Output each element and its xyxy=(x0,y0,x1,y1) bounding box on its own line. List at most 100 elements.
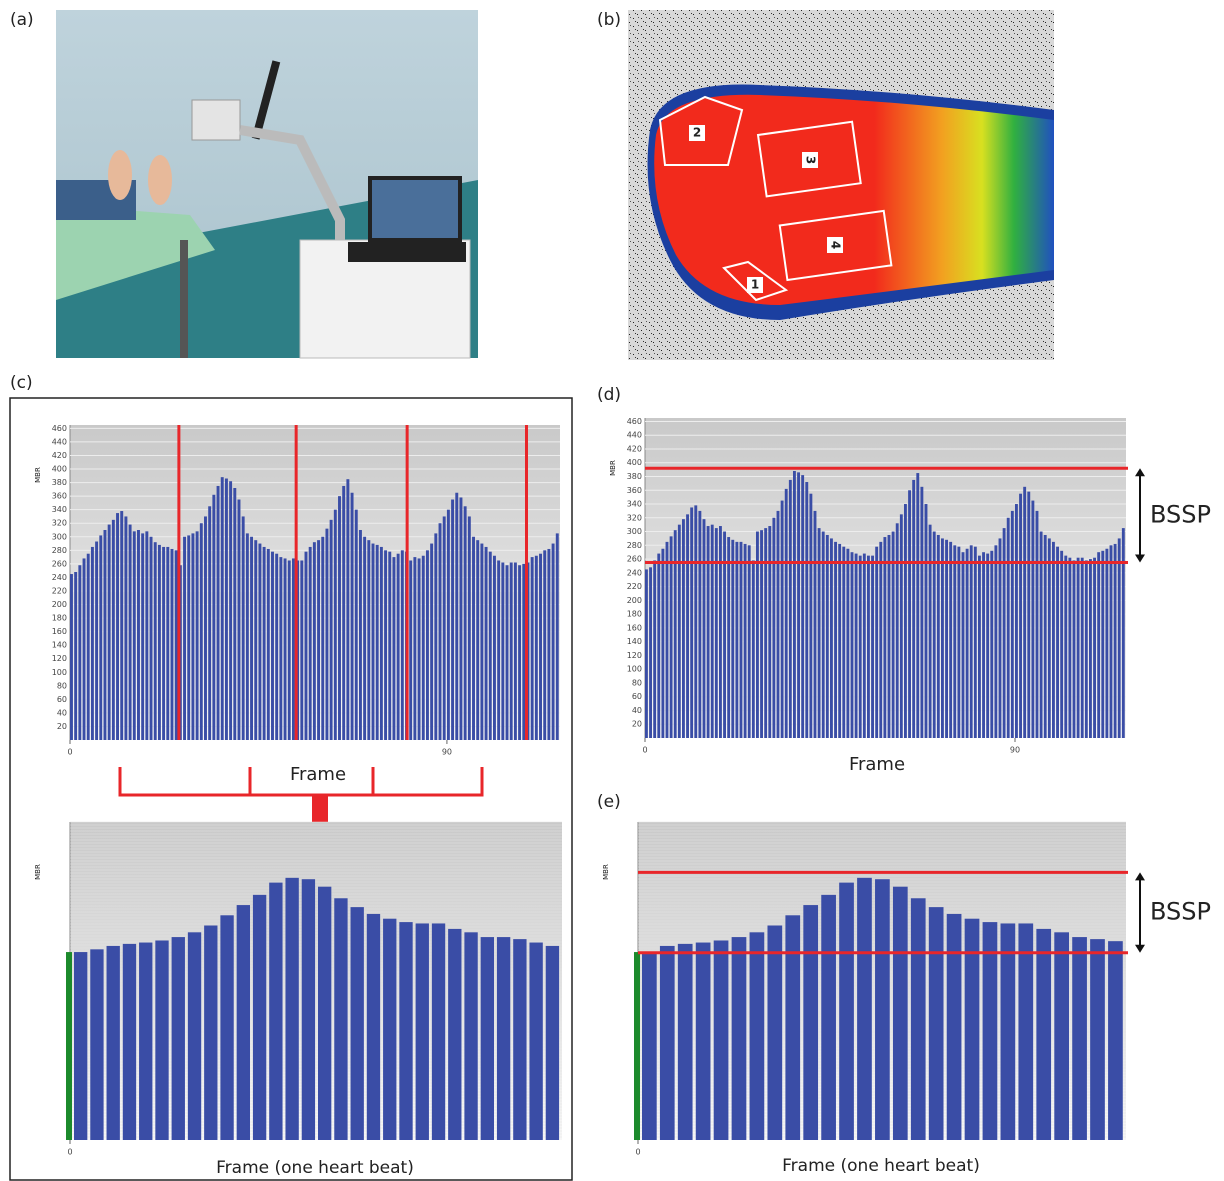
y-tick-label: 440 xyxy=(627,431,642,440)
bar xyxy=(480,937,495,1140)
bar xyxy=(480,543,484,740)
bar xyxy=(70,574,73,740)
bar xyxy=(743,543,747,738)
bar xyxy=(183,536,187,740)
y-tick-label: 420 xyxy=(52,451,67,460)
y-tick-label: 200 xyxy=(52,600,67,609)
panel-label: (b) xyxy=(597,10,621,30)
y-tick-label: 340 xyxy=(627,500,642,509)
bar xyxy=(371,543,375,740)
bar xyxy=(413,557,417,740)
bar xyxy=(459,497,463,740)
bar xyxy=(825,534,829,738)
bar xyxy=(275,553,279,740)
bar xyxy=(442,516,446,740)
bar xyxy=(756,531,759,738)
bar xyxy=(946,913,962,1140)
bar xyxy=(111,519,115,740)
bar xyxy=(266,548,270,740)
bar xyxy=(321,536,325,740)
bar xyxy=(908,490,911,738)
y-tick-label: 40 xyxy=(57,708,67,717)
bar xyxy=(116,513,119,740)
bar xyxy=(854,553,858,738)
bar xyxy=(941,538,944,738)
bar xyxy=(220,477,224,740)
bar xyxy=(252,894,267,1140)
bar xyxy=(1105,548,1109,738)
y-tick-label: 360 xyxy=(52,492,67,501)
bar xyxy=(788,479,792,738)
y-tick-label: 460 xyxy=(52,424,67,433)
bar xyxy=(839,882,854,1140)
bar xyxy=(887,534,891,738)
bar xyxy=(653,560,657,738)
bar xyxy=(982,552,985,738)
panel-label: (e) xyxy=(597,792,621,812)
bar xyxy=(649,567,652,738)
bar xyxy=(539,553,542,740)
bar xyxy=(749,932,765,1140)
bar xyxy=(1035,510,1039,738)
region-tag xyxy=(689,125,705,141)
bar xyxy=(982,922,998,1140)
bar xyxy=(910,898,926,1140)
bar xyxy=(690,507,694,738)
bar xyxy=(346,479,350,740)
region-tag xyxy=(802,152,818,168)
bar xyxy=(415,923,429,1140)
bar xyxy=(998,538,1002,738)
region-label: 4 xyxy=(829,241,843,249)
bar xyxy=(673,530,677,738)
bar xyxy=(1043,534,1047,738)
bar xyxy=(124,516,128,740)
bar xyxy=(204,516,207,740)
bar xyxy=(731,937,747,1140)
bar xyxy=(99,535,103,740)
bar xyxy=(304,551,308,740)
arrow-head xyxy=(1135,468,1145,477)
bar xyxy=(936,534,940,738)
bar xyxy=(1010,510,1014,738)
arrow-head xyxy=(1135,944,1145,953)
bar xyxy=(1056,546,1059,738)
x-axis-label: Frame xyxy=(849,754,905,775)
bar xyxy=(241,516,245,740)
y-tick-label: 140 xyxy=(627,637,642,646)
y-tick-label: 160 xyxy=(627,623,642,632)
bar xyxy=(669,536,673,738)
bar xyxy=(1036,928,1052,1140)
y-tick-label: 160 xyxy=(52,627,67,636)
bar xyxy=(342,485,346,740)
bar xyxy=(208,506,212,740)
bar xyxy=(421,555,425,740)
y-tick-label: 260 xyxy=(627,555,642,564)
x-axis-label: Frame (one heart beat) xyxy=(216,1158,414,1178)
bar xyxy=(912,479,916,738)
bar xyxy=(969,545,973,738)
bar xyxy=(271,551,274,740)
bar xyxy=(682,519,685,738)
annotation: BSSP xyxy=(1150,500,1211,528)
bar xyxy=(438,523,442,740)
bar xyxy=(857,877,872,1140)
bar xyxy=(233,488,237,740)
bar xyxy=(317,540,321,740)
bar xyxy=(1068,557,1072,738)
bar xyxy=(834,541,837,738)
bar xyxy=(300,560,304,740)
bar xyxy=(392,557,396,740)
y-tick-label: 180 xyxy=(52,614,67,623)
bar xyxy=(731,539,735,738)
bar xyxy=(467,516,471,740)
bar xyxy=(661,548,665,738)
bar xyxy=(916,473,920,738)
bar xyxy=(137,530,140,740)
bar xyxy=(132,531,136,740)
bar xyxy=(817,528,821,738)
bar xyxy=(801,475,805,738)
y-tick-label: 220 xyxy=(52,586,67,595)
bar xyxy=(719,526,722,738)
bar xyxy=(153,542,157,740)
bar xyxy=(446,509,450,740)
